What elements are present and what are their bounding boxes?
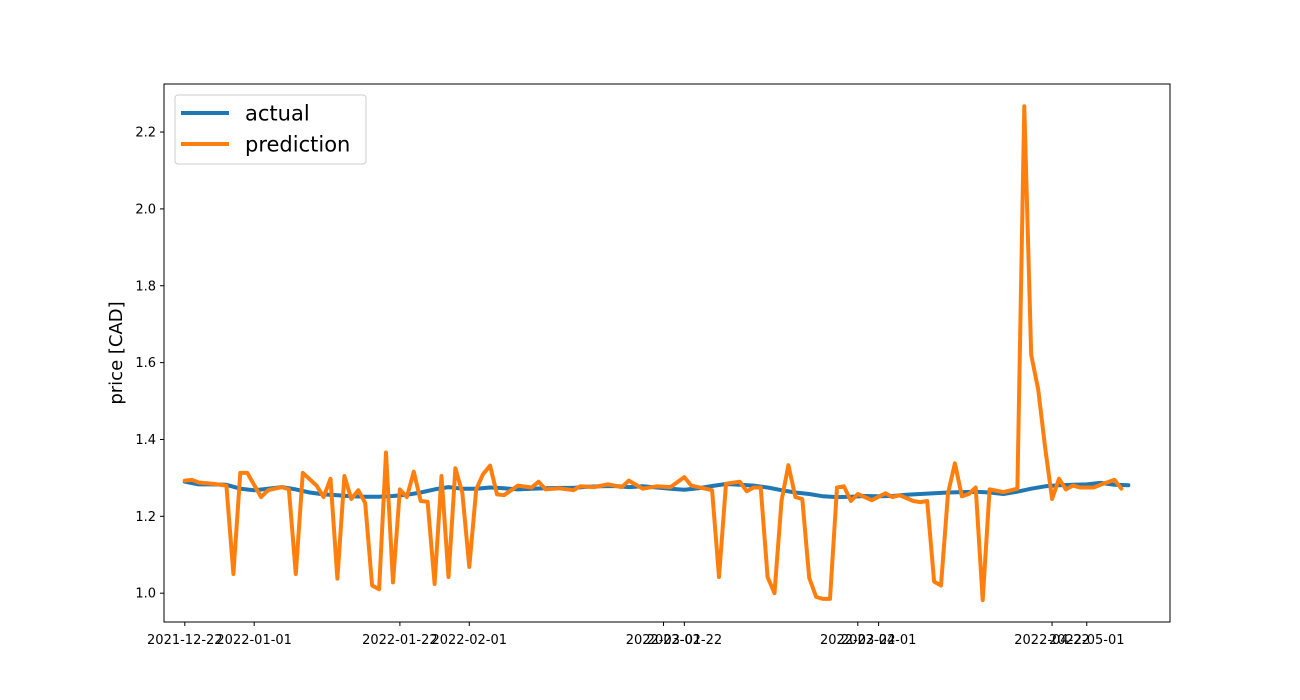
series-layer	[182, 104, 1131, 603]
x-tick-label: 2021-12-22	[147, 633, 223, 648]
x-tick-label: 2022-04-01	[841, 633, 917, 648]
y-axis: 1.0 1.2 1.4 1.6 1.8 2.0 2.2	[135, 126, 164, 602]
x-tick-label: 2022-03-22	[820, 633, 896, 648]
x-tick-label: 2022-04-22	[1014, 633, 1090, 648]
y-tick-label: 1.0	[135, 587, 156, 602]
x-tick-label: 2022-02-22	[647, 633, 723, 648]
y-tick-label: 1.8	[135, 279, 156, 294]
x-tick-label: 2022-01-01	[216, 633, 292, 648]
x-tick-label: 2022-01-22	[362, 633, 438, 648]
x-tick-label: 2022-03-01	[626, 633, 702, 648]
y-tick-label: 1.2	[135, 510, 156, 525]
legend-label-actual: actual	[245, 102, 310, 126]
y-axis-label: price [CAD]	[106, 301, 127, 404]
plot-area-frame	[163, 83, 1171, 623]
x-tick-label: 2022-02-01	[431, 633, 507, 648]
y-tick-label: 1.6	[135, 356, 156, 371]
x-tick-label: 2022-05-01	[1049, 633, 1125, 648]
y-tick-label: 1.4	[135, 433, 156, 448]
legend: actual prediction	[174, 94, 367, 165]
legend-label-prediction: prediction	[245, 133, 350, 157]
series-line-prediction	[182, 104, 1124, 603]
y-tick-label: 2.0	[135, 202, 156, 217]
y-tick-label: 2.2	[135, 126, 156, 141]
